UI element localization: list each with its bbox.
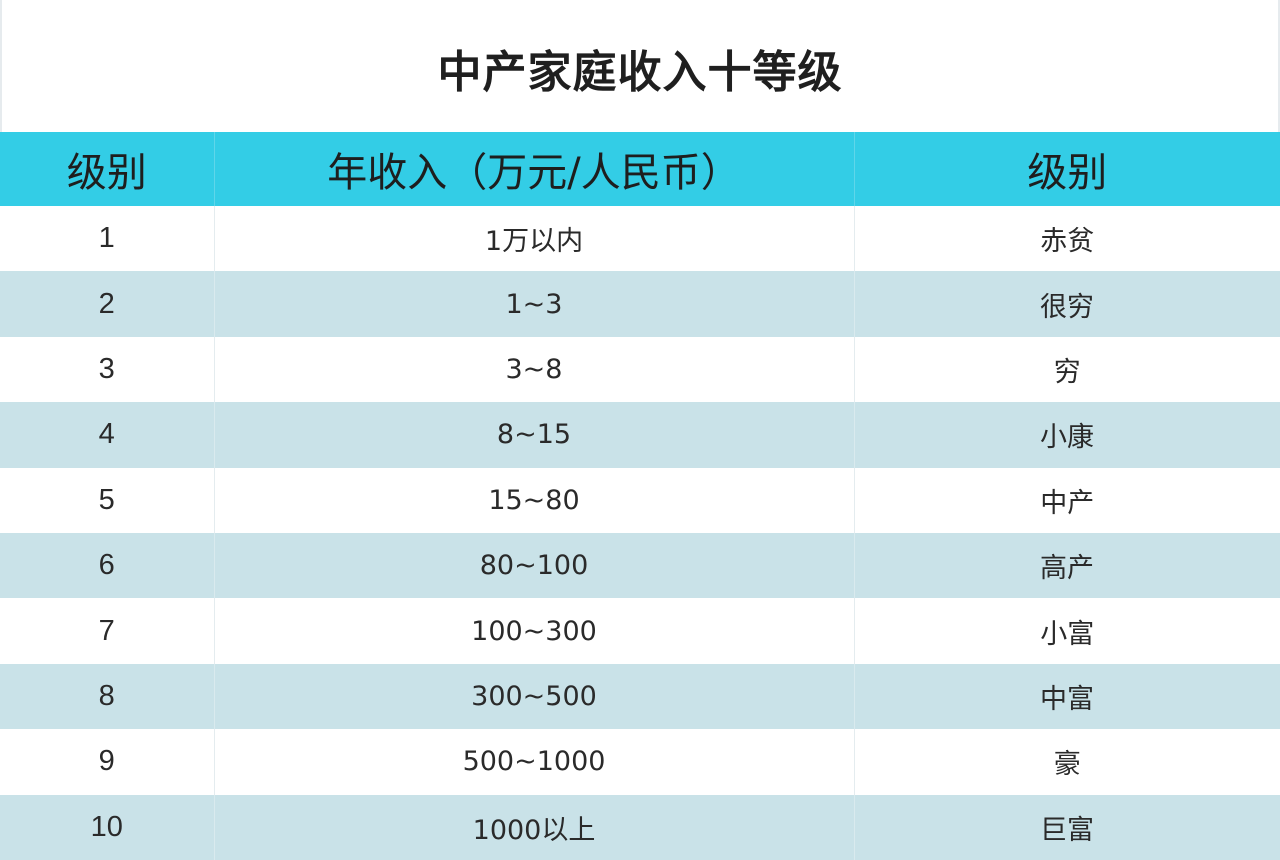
- grade-cell: 穷: [1053, 356, 1081, 388]
- level-cell: 9: [0, 729, 215, 795]
- level-cell: 4: [0, 402, 215, 468]
- grade-cell: 小富: [1040, 618, 1095, 650]
- income-cell: 500~1000: [214, 729, 855, 795]
- grade-cell: 小康: [854, 402, 1280, 468]
- level-cell: 3: [0, 336, 215, 403]
- grade-cell: 中富: [854, 663, 1280, 730]
- grade-cell: 豪: [1053, 749, 1081, 781]
- level-cell: 1: [0, 206, 215, 272]
- income-cell: 300~500: [214, 663, 855, 730]
- level-cell: 7: [0, 598, 215, 664]
- table-row: 4 8~15 小康: [0, 402, 1280, 468]
- income-cell: 1万以内: [214, 206, 855, 272]
- table-row: 1 1万以内 赤贫: [0, 206, 1280, 272]
- table-row: 8 300~500 中富: [0, 663, 1280, 730]
- grade-cell: 高产: [854, 532, 1280, 599]
- table-row: 7 100~300 小富: [0, 598, 1280, 664]
- table-header-row: 级别 年收入（万元/人民币） 级别: [0, 132, 1280, 206]
- income-cell: 1~3: [214, 271, 855, 337]
- grade-cell: 赤贫: [1040, 226, 1095, 258]
- table-row: 3 3~8 穷: [0, 336, 1280, 403]
- income-cell: 1000以上: [214, 794, 855, 860]
- grade-cell: 巨富: [854, 794, 1280, 860]
- table-row: 5 15~80 中产: [0, 467, 1280, 533]
- title-bar: 中产家庭收入十等级: [0, 0, 1280, 132]
- income-grade-table: 级别 年收入（万元/人民币） 级别 1 1万以内 赤贫 2 1~3 很穷 3 3…: [0, 132, 1280, 860]
- header-level: 级别: [0, 132, 215, 206]
- grade-cell: 很穷: [854, 271, 1280, 337]
- header-grade: 级别: [1027, 150, 1108, 196]
- income-cell: 100~300: [214, 598, 855, 664]
- level-cell: 6: [0, 532, 215, 599]
- grade-cell: 中产: [1040, 487, 1095, 519]
- page-title: 中产家庭收入十等级: [437, 47, 843, 98]
- income-cell: 80~100: [214, 532, 855, 599]
- header-annual-income: 年收入（万元/人民币）: [214, 132, 855, 206]
- income-cell: 8~15: [214, 402, 855, 468]
- table-row: 6 80~100 高产: [0, 532, 1280, 599]
- level-cell: 10: [0, 794, 215, 860]
- level-cell: 8: [0, 663, 215, 730]
- table-row: 10 1000以上 巨富: [0, 794, 1280, 860]
- level-cell: 5: [0, 467, 215, 533]
- income-cell: 3~8: [214, 336, 855, 403]
- table-row: 2 1~3 很穷: [0, 271, 1280, 337]
- level-cell: 2: [0, 271, 215, 337]
- income-cell: 15~80: [214, 467, 855, 533]
- table-row: 9 500~1000 豪: [0, 729, 1280, 795]
